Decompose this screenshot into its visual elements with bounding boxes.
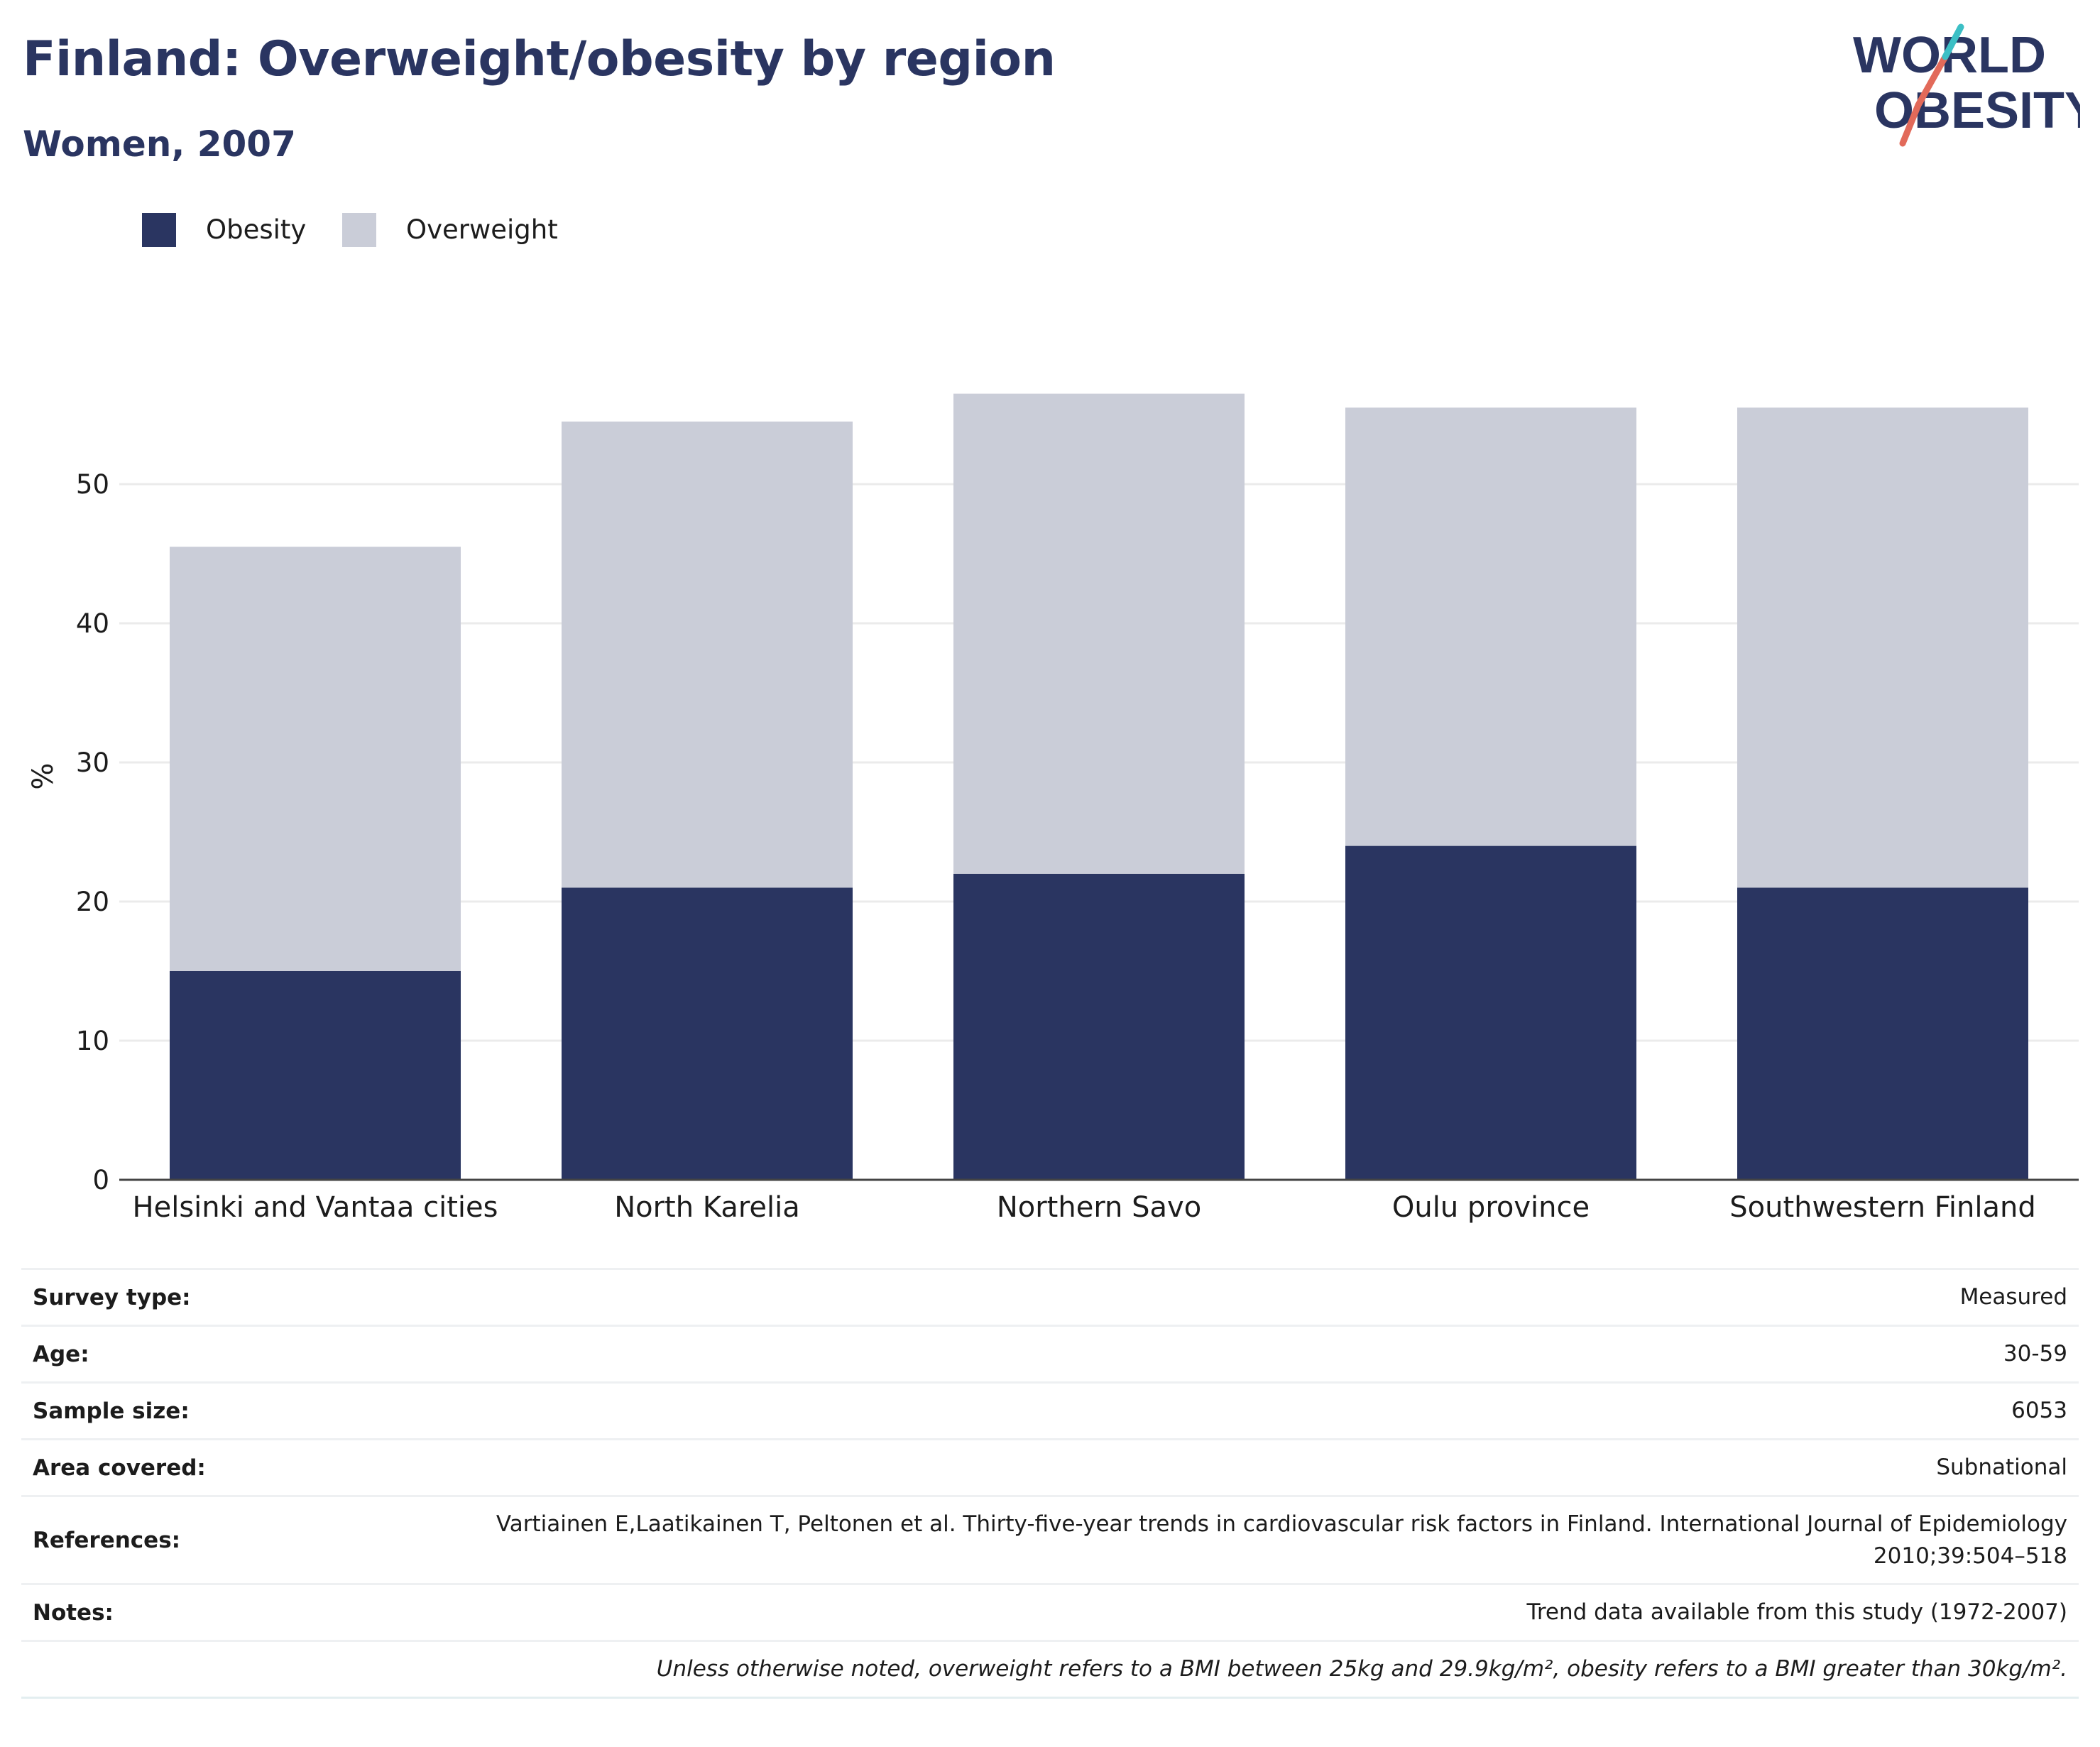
footnote-row: Unless otherwise noted, overweight refer… bbox=[21, 1640, 2079, 1699]
info-value: Vartiainen E,Laatikainen T, Peltonen et … bbox=[413, 1495, 2079, 1584]
x-category-label: Southwestern Finland bbox=[1729, 1191, 2035, 1224]
info-key: Survey type: bbox=[21, 1268, 413, 1326]
y-tick-label: 0 bbox=[92, 1165, 109, 1195]
footnote-spacer bbox=[21, 1640, 413, 1699]
x-category-label: North Karelia bbox=[614, 1191, 800, 1224]
info-key: Notes: bbox=[21, 1583, 413, 1641]
y-tick-label: 30 bbox=[76, 747, 109, 778]
info-row: Sample size: 6053 bbox=[21, 1381, 2079, 1440]
info-value: 30-59 bbox=[413, 1325, 2079, 1383]
y-tick-label: 50 bbox=[76, 469, 109, 500]
chart-area: Obesity Overweight 0 10 20 30 40 50% Helsinki an… bbox=[0, 192, 2100, 1235]
stacked-bar-chart: Obesity Overweight 0 10 20 30 40 50% Helsinki an… bbox=[27, 213, 2079, 1224]
survey-info-table: Survey type: Measured Age: 30-59 Sample size… bbox=[21, 1268, 2079, 1699]
info-value: 6053 bbox=[413, 1381, 2079, 1440]
bar-obesity bbox=[1737, 887, 2028, 1180]
info-row: Age: 30-59 bbox=[21, 1325, 2079, 1383]
logo-slash-teal bbox=[1942, 23, 1964, 60]
bar-overweight bbox=[1737, 407, 2028, 888]
info-row: Area covered: Subnational bbox=[21, 1438, 2079, 1496]
info-value: Measured bbox=[413, 1268, 2079, 1326]
info-key: References: bbox=[21, 1495, 413, 1584]
legend-swatch-overweight bbox=[342, 213, 376, 247]
footnote: Unless otherwise noted, overweight refer… bbox=[413, 1640, 2079, 1699]
y-tick-label: 20 bbox=[76, 887, 109, 917]
legend-swatch-obesity bbox=[142, 213, 176, 247]
x-category-label: Oulu province bbox=[1392, 1191, 1590, 1224]
x-category-label: Northern Savo bbox=[997, 1191, 1201, 1224]
info-row: Notes: Trend data available from this stu… bbox=[21, 1583, 2079, 1641]
page-subtitle: Women, 2007 bbox=[23, 124, 296, 165]
logo-slash-coral-lower bbox=[1899, 102, 1922, 147]
y-tick-label: 40 bbox=[76, 608, 109, 639]
legend-label-obesity: Obesity bbox=[206, 214, 306, 245]
world-obesity-logo: WORLD OBESITY bbox=[1853, 23, 2080, 147]
info-key: Sample size: bbox=[21, 1381, 413, 1440]
y-axis-title: % bbox=[27, 763, 60, 790]
bar-overweight bbox=[170, 547, 461, 971]
bar-obesity bbox=[1345, 845, 1636, 1180]
bar-overweight bbox=[562, 421, 853, 888]
bar-overweight bbox=[953, 393, 1245, 874]
x-category-label: Helsinki and Vantaa cities bbox=[133, 1191, 498, 1224]
bar-overweight bbox=[1345, 407, 1636, 846]
info-row: References: Vartiainen E,Laatikainen T, P… bbox=[21, 1495, 2079, 1584]
bar-obesity bbox=[170, 971, 461, 1180]
info-value: Trend data available from this study (19… bbox=[413, 1583, 2079, 1641]
logo-slash-coral bbox=[1915, 53, 1949, 109]
bar-obesity bbox=[953, 873, 1245, 1180]
info-value: Subnational bbox=[413, 1438, 2079, 1496]
info-key: Age: bbox=[21, 1325, 413, 1383]
page-title: Finland: Overweight/obesity by region bbox=[23, 31, 1056, 87]
legend-label-overweight: Overweight bbox=[406, 214, 558, 245]
info-key: Area covered: bbox=[21, 1438, 413, 1496]
info-row: Survey type: Measured bbox=[21, 1268, 2079, 1326]
y-tick-label: 10 bbox=[76, 1026, 109, 1056]
bar-obesity bbox=[562, 887, 853, 1180]
